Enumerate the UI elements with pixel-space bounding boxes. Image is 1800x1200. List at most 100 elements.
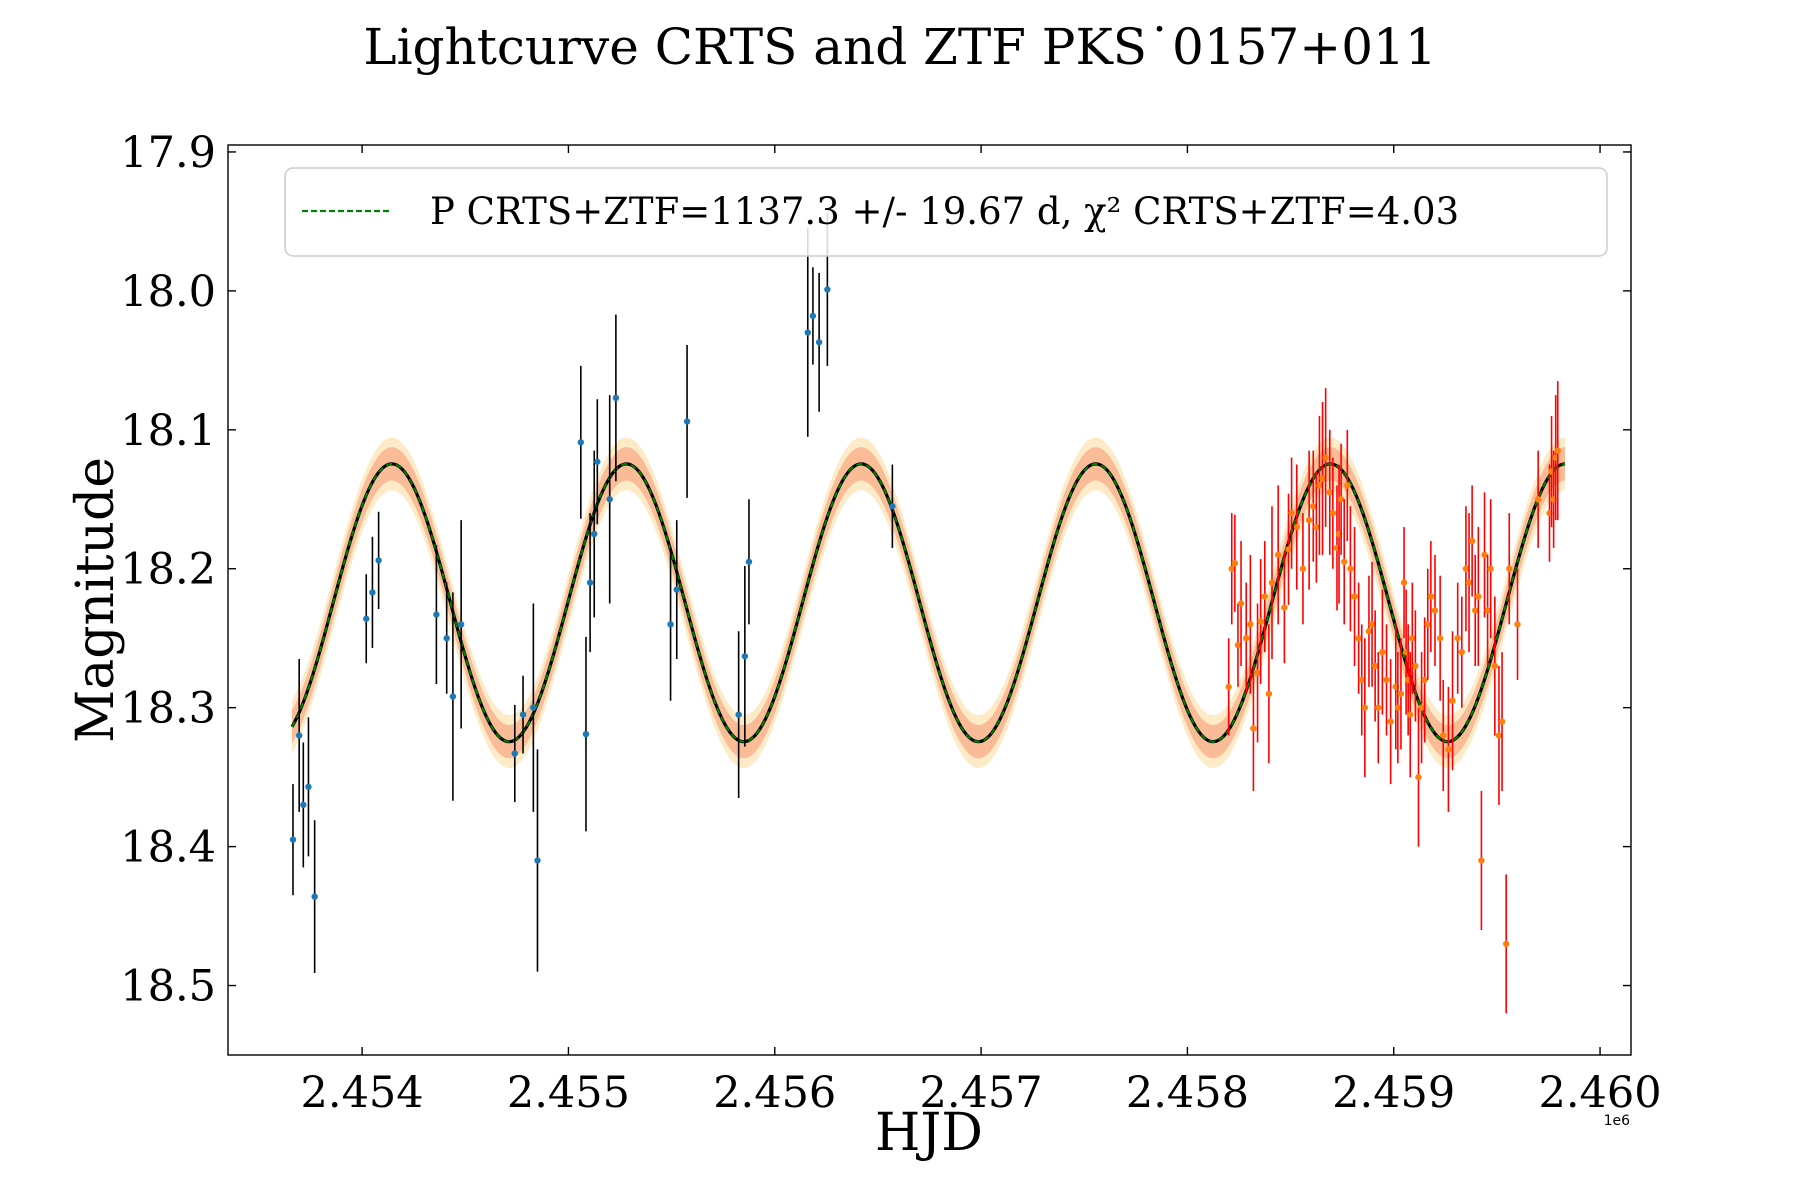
ztf-marker: [1288, 509, 1295, 517]
ztf-marker: [1257, 618, 1264, 625]
ztf-point: [1418, 652, 1425, 764]
ztf-point: [1502, 874, 1510, 1014]
ztf-marker: [1228, 565, 1235, 572]
ztf-marker: [1351, 593, 1358, 600]
y-tick-label: 18.1: [120, 406, 216, 456]
crts-point: [289, 784, 297, 896]
ztf-marker: [1313, 523, 1320, 531]
crts-point: [295, 659, 303, 812]
crts-point: [530, 603, 537, 812]
ztf-point: [1421, 617, 1428, 743]
ztf-marker: [1337, 496, 1345, 503]
ztf-point: [1319, 402, 1326, 555]
ztf-marker: [1412, 662, 1419, 670]
ztf-point: [1285, 493, 1292, 605]
ztf-point: [1261, 540, 1268, 653]
crts-marker: [305, 783, 312, 791]
ztf-marker: [1458, 648, 1466, 656]
ztf-marker: [1475, 593, 1482, 600]
y-tick-label: 18.2: [120, 545, 216, 595]
ztf-point: [1379, 589, 1386, 715]
x-axis-ticks: 2.454 2.455 2.456 2.457 2.458 2.459 2.460: [301, 145, 1662, 1118]
crts-point: [457, 520, 465, 729]
ztf-point: [1310, 450, 1317, 562]
ztf-marker: [1299, 565, 1307, 572]
ztf-point: [1412, 610, 1419, 722]
ztf-point: [1387, 659, 1394, 785]
crts-point: [809, 267, 817, 365]
ztf-series: [1225, 381, 1561, 1014]
x-tick-label: 2.454: [301, 1068, 424, 1118]
ztf-point: [1424, 568, 1431, 680]
ztf-point: [1268, 506, 1276, 660]
crts-marker: [804, 329, 811, 336]
crts-marker: [457, 621, 465, 628]
crts-marker: [673, 586, 680, 593]
crts-marker: [815, 339, 823, 346]
ztf-marker: [1375, 704, 1382, 711]
ztf-marker: [1347, 565, 1354, 572]
ztf-point: [1250, 665, 1257, 792]
ztf-point: [1371, 610, 1379, 722]
ztf-point: [1326, 429, 1333, 555]
legend-model-label: P CRTS+ZTF=1137.3 +/- 19.67 d, χ² CRTS+Z…: [430, 190, 1459, 233]
ztf-point: [1305, 450, 1313, 590]
crts-marker: [295, 732, 303, 739]
crts-point: [577, 365, 585, 519]
ztf-marker: [1487, 565, 1494, 572]
ztf-point: [1481, 492, 1488, 618]
ztf-point: [1478, 791, 1485, 930]
ztf-marker: [1397, 690, 1405, 697]
chart-title: Lightcurve CRTS and ZTF PKS˙0157+011: [363, 18, 1436, 76]
ztf-marker: [1319, 475, 1326, 482]
ztf-marker: [1491, 662, 1499, 670]
crts-marker: [311, 893, 318, 900]
ztf-marker: [1379, 648, 1386, 656]
ztf-point: [1445, 686, 1452, 812]
y-tick-label: 18.4: [120, 823, 216, 873]
ztf-point: [1465, 513, 1473, 653]
ztf-marker: [1514, 621, 1521, 628]
ztf-marker: [1281, 604, 1288, 611]
ztf-marker: [1329, 509, 1337, 517]
crts-marker: [667, 621, 674, 628]
ztf-marker: [1265, 690, 1273, 697]
ztf-point: [1400, 527, 1408, 639]
ztf-marker: [1478, 857, 1485, 864]
ztf-point: [1487, 499, 1494, 639]
crts-marker: [577, 439, 585, 446]
x-tick-label: 2.458: [1126, 1068, 1249, 1118]
ztf-point: [1409, 582, 1416, 694]
ztf-marker: [1449, 697, 1456, 704]
ztf-marker: [1445, 746, 1452, 753]
crts-marker: [735, 711, 742, 718]
y-axis-ticks: 17.9 18.0 18.1 18.2 18.3 18.4 18.5: [120, 128, 1631, 1012]
ztf-marker: [1285, 546, 1292, 553]
ztf-point: [1436, 575, 1444, 701]
ztf-marker: [1421, 676, 1428, 684]
ztf-point: [1475, 527, 1482, 666]
ztf-point: [1337, 443, 1345, 555]
crts-point: [519, 675, 527, 754]
ztf-point: [1341, 499, 1348, 625]
ztf-marker: [1400, 579, 1408, 586]
ztf-point: [1454, 582, 1461, 694]
ztf-point: [1514, 568, 1521, 680]
crts-marker: [534, 857, 541, 864]
ztf-point: [1288, 457, 1295, 569]
ztf-marker: [1344, 482, 1351, 489]
y-tick-label: 17.9: [120, 128, 216, 178]
ztf-point: [1449, 631, 1456, 771]
crts-marker: [824, 286, 831, 293]
ztf-marker: [1418, 704, 1425, 711]
ztf-marker: [1371, 662, 1379, 670]
ztf-marker: [1247, 621, 1254, 628]
crts-point: [667, 547, 674, 701]
plot-frame: [227, 144, 1632, 1056]
ztf-marker: [1234, 641, 1242, 649]
crts-point: [735, 631, 742, 798]
ztf-point: [1329, 457, 1337, 569]
ztf-marker: [1254, 669, 1261, 677]
ztf-point: [1299, 513, 1307, 625]
